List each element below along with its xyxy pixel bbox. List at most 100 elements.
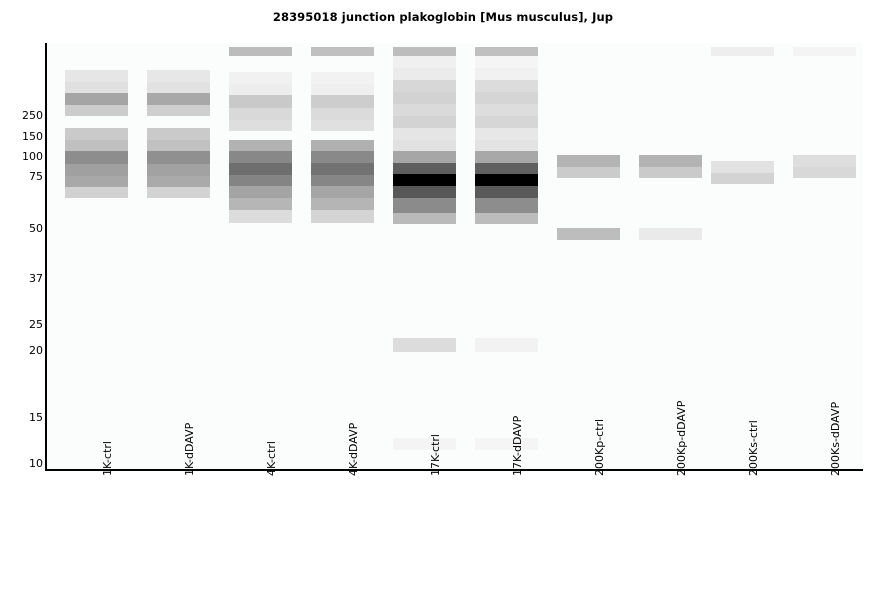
y-tick-label: 75 bbox=[29, 170, 43, 183]
gel-band bbox=[639, 228, 702, 240]
gel-band bbox=[65, 70, 128, 82]
x-tick-label: 200Kp-dDAVP bbox=[674, 400, 688, 476]
gel-band bbox=[475, 56, 538, 68]
gel-band bbox=[393, 92, 456, 104]
gel-band bbox=[65, 105, 128, 116]
gel-band bbox=[475, 47, 538, 56]
gel-band bbox=[311, 47, 374, 56]
gel-lane bbox=[475, 43, 538, 470]
gel-band bbox=[393, 198, 456, 213]
gel-band bbox=[311, 95, 374, 108]
gel-band bbox=[475, 338, 538, 352]
x-tick-label: 200Kp-ctrl bbox=[592, 418, 606, 476]
x-tick-label: 17K-dDAVP bbox=[510, 415, 524, 476]
gel-band bbox=[65, 140, 128, 151]
gel-band bbox=[65, 187, 128, 198]
gel-band bbox=[557, 228, 620, 240]
gel-lane bbox=[557, 43, 620, 470]
gel-band bbox=[393, 140, 456, 151]
gel-band bbox=[229, 95, 292, 108]
gel-band bbox=[639, 167, 702, 178]
x-tick-label: 1K-ctrl bbox=[100, 441, 114, 476]
gel-band bbox=[311, 186, 374, 198]
gel-band bbox=[711, 173, 774, 184]
gel-band bbox=[393, 174, 456, 186]
gel-band bbox=[229, 108, 292, 120]
gel-band bbox=[711, 47, 774, 56]
gel-band bbox=[557, 167, 620, 178]
gel-band bbox=[793, 47, 856, 56]
gel-band bbox=[393, 163, 456, 174]
gel-band bbox=[393, 438, 456, 450]
gel-band bbox=[793, 167, 856, 178]
gel-band bbox=[475, 186, 538, 198]
gel-lane bbox=[793, 43, 856, 470]
x-tick-label: 200Ks-dDAVP bbox=[828, 401, 842, 476]
gel-band bbox=[393, 47, 456, 56]
gel-band bbox=[475, 80, 538, 92]
gel-band bbox=[229, 84, 292, 95]
gel-band bbox=[639, 155, 702, 167]
gel-band bbox=[311, 140, 374, 151]
gel-band bbox=[475, 213, 538, 224]
gel-band bbox=[475, 438, 538, 450]
gel-band bbox=[229, 198, 292, 210]
gel-band bbox=[65, 93, 128, 105]
gel-lane bbox=[229, 43, 292, 470]
gel-band bbox=[147, 128, 210, 140]
gel-band bbox=[147, 164, 210, 176]
gel-band bbox=[475, 163, 538, 174]
y-tick-label: 20 bbox=[29, 344, 43, 357]
gel-band bbox=[65, 164, 128, 176]
x-tick-label: 17K-ctrl bbox=[428, 434, 442, 476]
y-axis-tick-labels: 250 150 100 75 50 37 25 20 15 10 bbox=[0, 0, 43, 595]
gel-band bbox=[393, 186, 456, 198]
gel-band bbox=[65, 128, 128, 140]
gel-band bbox=[393, 338, 456, 352]
gel-lane bbox=[65, 43, 128, 470]
gel-band bbox=[147, 176, 210, 187]
y-tick-label: 100 bbox=[22, 150, 43, 163]
gel-band bbox=[229, 186, 292, 198]
gel-band bbox=[393, 80, 456, 92]
x-tick-label: 1K-dDAVP bbox=[182, 422, 196, 476]
gel-band bbox=[311, 108, 374, 120]
gel-band bbox=[393, 104, 456, 116]
y-axis-line bbox=[45, 43, 47, 471]
gel-band bbox=[229, 151, 292, 163]
gel-band bbox=[311, 84, 374, 95]
gel-band bbox=[475, 68, 538, 80]
gel-band bbox=[475, 116, 538, 128]
x-axis-line bbox=[45, 469, 863, 471]
gel-band bbox=[229, 140, 292, 151]
gel-band bbox=[229, 175, 292, 186]
gel-band bbox=[147, 187, 210, 198]
gel-band bbox=[65, 151, 128, 164]
gel-band bbox=[393, 128, 456, 140]
gel-band bbox=[229, 163, 292, 175]
gel-band bbox=[311, 198, 374, 210]
gel-band bbox=[147, 105, 210, 116]
x-tick-label: 200Ks-ctrl bbox=[746, 420, 760, 476]
x-axis-tick-labels: 1K-ctrl 1K-dDAVP 4K-ctrl 4K-dDAVP 17K-ctrl 17… bbox=[0, 401, 886, 595]
gel-band bbox=[793, 155, 856, 167]
page-title: 28395018 junction plakoglobin [Mus muscu… bbox=[272, 10, 614, 24]
x-tick-label: 4K-dDAVP bbox=[346, 422, 360, 476]
gel-band bbox=[311, 175, 374, 186]
gel-band bbox=[311, 151, 374, 163]
gel-band bbox=[475, 198, 538, 213]
gel-band bbox=[475, 174, 538, 186]
gel-band bbox=[311, 210, 374, 223]
gel-band bbox=[393, 116, 456, 128]
gel-lane bbox=[393, 43, 456, 470]
y-tick-label: 10 bbox=[29, 457, 43, 470]
y-tick-label: 25 bbox=[29, 318, 43, 331]
x-tick-label: 4K-ctrl bbox=[264, 441, 278, 476]
gel-band bbox=[557, 155, 620, 167]
gel-band bbox=[229, 72, 292, 84]
gel-band bbox=[147, 93, 210, 105]
gel-band bbox=[475, 92, 538, 104]
gel-lane bbox=[639, 43, 702, 470]
gel-band bbox=[147, 82, 210, 93]
